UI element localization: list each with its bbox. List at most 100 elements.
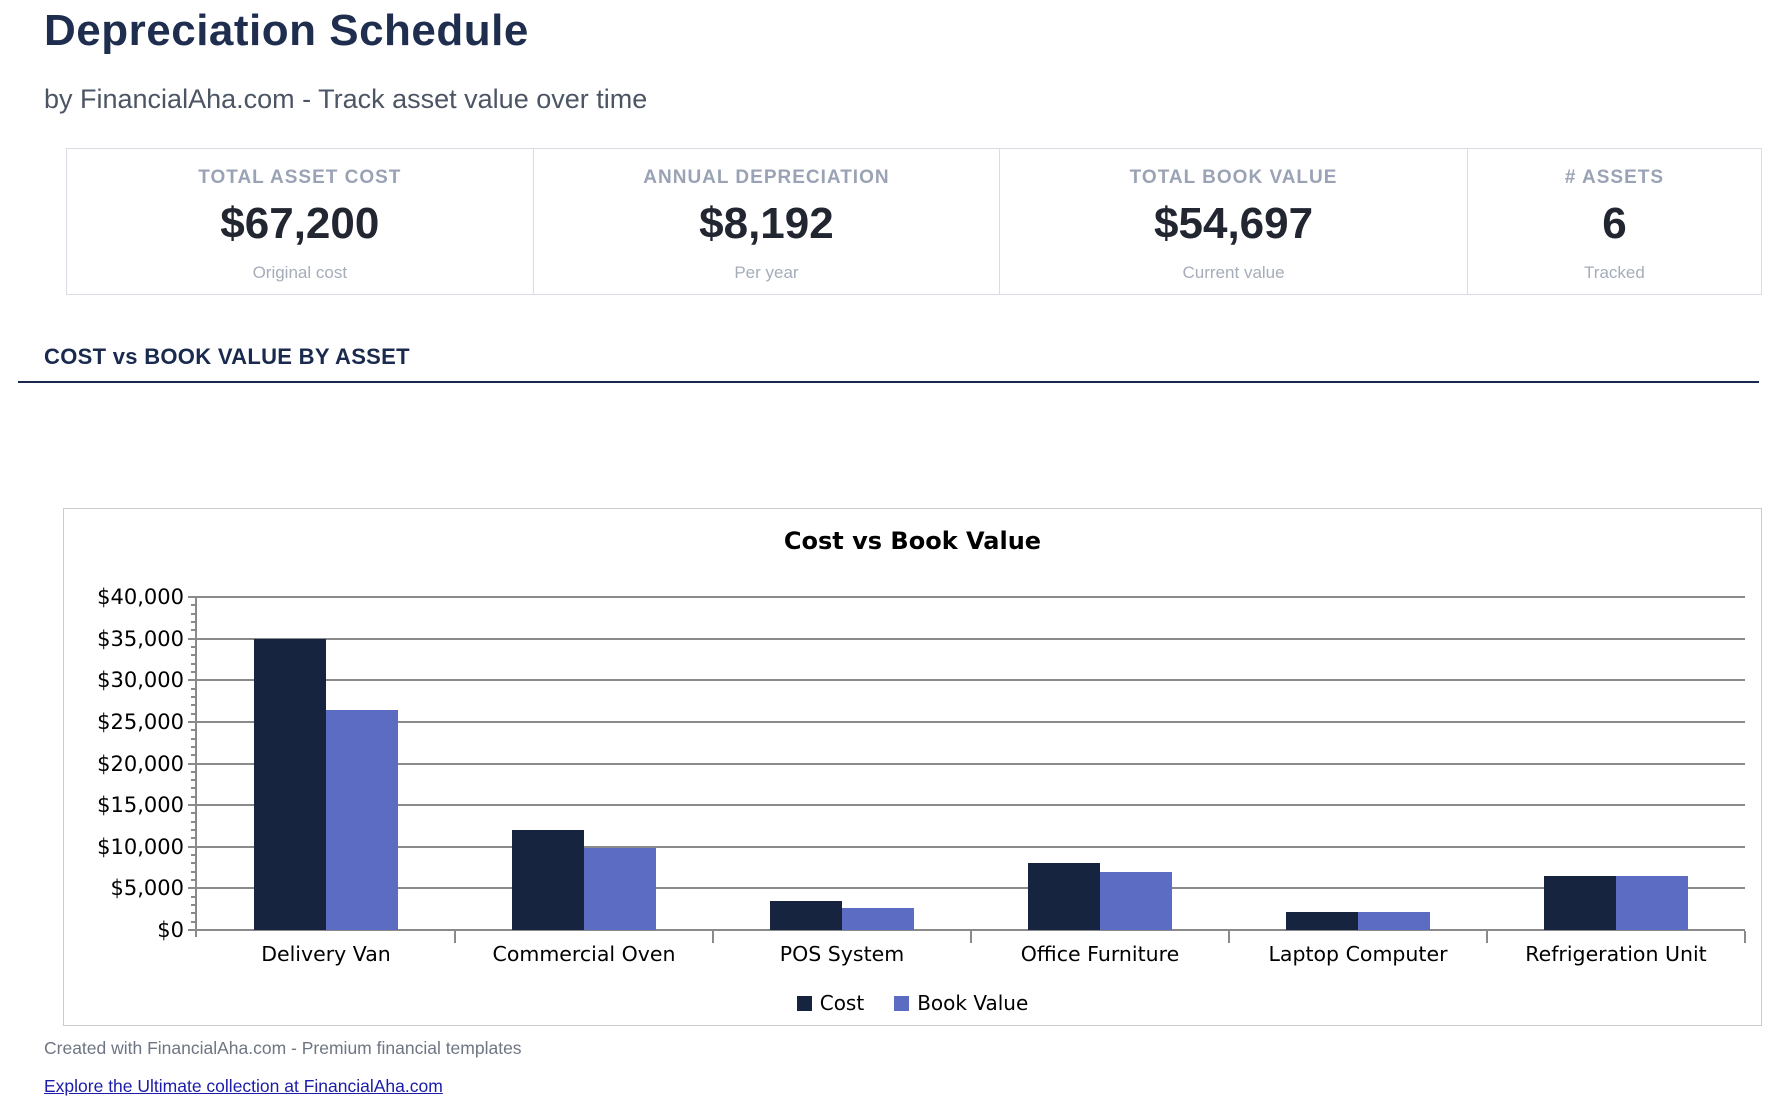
y-axis-minor-tick xyxy=(191,795,197,798)
y-axis-major-tick xyxy=(188,596,199,598)
stat-label: ANNUAL DEPRECIATION xyxy=(643,167,890,188)
bar-book-value xyxy=(842,907,914,930)
stat-sublabel: Original cost xyxy=(252,263,348,282)
y-axis-minor-tick xyxy=(191,837,197,840)
y-axis-minor-tick xyxy=(191,654,197,657)
y-axis-tick-label: $15,000 xyxy=(97,793,184,818)
chart-legend: Cost Book Value xyxy=(64,991,1761,1015)
y-axis-minor-tick xyxy=(191,862,197,865)
stat-sublabel: Tracked xyxy=(1584,263,1645,282)
y-axis-minor-tick xyxy=(191,629,197,632)
y-axis-major-tick xyxy=(188,929,199,931)
gridline xyxy=(197,720,1745,723)
bar-group-laptop-computer xyxy=(1229,597,1487,930)
y-axis-tick-label: $30,000 xyxy=(97,668,184,693)
gridline xyxy=(197,679,1745,682)
x-axis-category-label: Laptop Computer xyxy=(1268,942,1448,966)
legend-item-cost: Cost xyxy=(796,991,865,1015)
y-axis-minor-tick xyxy=(191,687,197,690)
stat-value: $8,192 xyxy=(699,199,834,248)
y-axis-minor-tick xyxy=(191,645,197,648)
legend-label: Book Value xyxy=(917,991,1029,1015)
bar-cost xyxy=(1286,911,1358,930)
x-axis-boundary-tick xyxy=(711,931,714,943)
bar-book-value xyxy=(1616,875,1688,930)
x-axis-boundary-tick xyxy=(1744,931,1746,943)
gridline xyxy=(197,845,1745,848)
y-axis-minor-tick xyxy=(191,895,197,898)
bar-chart-panel: Cost vs Book Value $0 $5,000 $10,000 $15,00… xyxy=(63,508,1762,1026)
y-axis-minor-tick xyxy=(191,620,197,623)
page-subtitle: by FinancialAha.com - Track asset value … xyxy=(44,84,648,114)
y-axis-tick-label: $40,000 xyxy=(97,585,184,609)
bar-book-value xyxy=(326,709,398,930)
stat-card-total-book-value: TOTAL BOOK VALUE $54,697 Current value xyxy=(999,149,1467,294)
bar-group-delivery-van xyxy=(197,597,455,930)
y-axis-minor-tick xyxy=(191,787,197,790)
bar-group-office-furniture xyxy=(971,597,1229,930)
y-axis-minor-tick xyxy=(191,704,197,707)
y-axis-major-tick xyxy=(188,637,199,640)
y-axis-minor-tick xyxy=(191,695,197,698)
chart-plot-area: $0 $5,000 $10,000 $15,000 $20,000 $25,000 $30,… xyxy=(97,585,1746,943)
y-axis-major-tick xyxy=(188,887,199,890)
gridline xyxy=(197,637,1745,640)
stat-label: TOTAL BOOK VALUE xyxy=(1129,167,1338,188)
y-axis-major-tick xyxy=(188,720,199,723)
bar-book-value xyxy=(1358,911,1430,930)
y-axis-minor-tick xyxy=(191,904,197,907)
y-axis-minor-tick xyxy=(191,829,197,832)
y-axis-minor-tick xyxy=(191,854,197,857)
y-axis-minor-tick xyxy=(191,920,197,923)
y-axis-minor-tick xyxy=(191,770,197,773)
bars-row xyxy=(197,597,1745,930)
y-axis-major-tick xyxy=(188,679,199,682)
y-axis-tick-label: $20,000 xyxy=(97,751,184,776)
x-axis-category-label: Commercial Oven xyxy=(492,942,676,966)
y-axis-major-tick xyxy=(188,804,199,807)
chart-x-axis-labels: Delivery Van Commercial Oven POS System Off… xyxy=(197,942,1745,966)
y-axis-minor-tick xyxy=(191,670,197,673)
stat-label: TOTAL ASSET COST xyxy=(198,167,402,188)
y-axis-tick-label: $10,000 xyxy=(97,834,184,859)
gridline xyxy=(197,804,1745,807)
legend-label: Cost xyxy=(819,991,865,1015)
legend-item-book-value: Book Value xyxy=(894,991,1028,1015)
stat-value: $54,697 xyxy=(1154,199,1314,248)
footer-note: Created with FinancialAha.com - Premium … xyxy=(44,1038,522,1058)
bar-cost xyxy=(254,638,326,930)
stat-card-num-assets: # ASSETS 6 Tracked xyxy=(1466,149,1761,294)
bar-cost xyxy=(1028,863,1100,930)
y-axis-minor-tick xyxy=(191,870,197,873)
y-axis-minor-tick xyxy=(191,879,197,882)
stat-value: $67,200 xyxy=(220,199,380,248)
x-axis-boundary-tick xyxy=(1486,931,1488,943)
y-axis-major-tick xyxy=(188,845,199,848)
y-axis-major-tick xyxy=(188,762,199,765)
y-axis-tick-label: $5,000 xyxy=(110,876,184,901)
bar-cost xyxy=(512,830,584,930)
stat-sublabel: Per year xyxy=(734,263,799,282)
x-axis-category-label: Delivery Van xyxy=(261,942,391,966)
chart-title: Cost vs Book Value xyxy=(783,527,1042,555)
legend-swatch xyxy=(894,995,910,1011)
y-axis-minor-tick xyxy=(191,812,197,815)
y-axis-minor-tick xyxy=(191,612,197,615)
bar-cost xyxy=(1544,875,1616,930)
stat-label: # ASSETS xyxy=(1564,167,1665,188)
bar-group-refrigeration-unit xyxy=(1487,597,1745,930)
section-divider xyxy=(18,381,1759,383)
gridline xyxy=(197,596,1745,598)
y-axis-minor-tick xyxy=(191,779,197,782)
x-axis-line xyxy=(195,929,1745,931)
y-axis-line xyxy=(195,597,197,937)
x-axis-boundary-tick xyxy=(1227,931,1230,943)
bar-book-value xyxy=(584,848,656,930)
y-axis-tick-label: $35,000 xyxy=(97,626,184,651)
stat-cards-row: TOTAL ASSET COST $67,200 Original cost A… xyxy=(66,148,1762,295)
x-axis-category-label: Refrigeration Unit xyxy=(1525,942,1707,966)
stat-value: 6 xyxy=(1602,199,1627,248)
stat-sublabel: Current value xyxy=(1182,263,1285,282)
bar-group-pos-system xyxy=(713,597,971,930)
footer-link[interactable]: Explore the Ultimate collection at Finan… xyxy=(44,1076,443,1096)
